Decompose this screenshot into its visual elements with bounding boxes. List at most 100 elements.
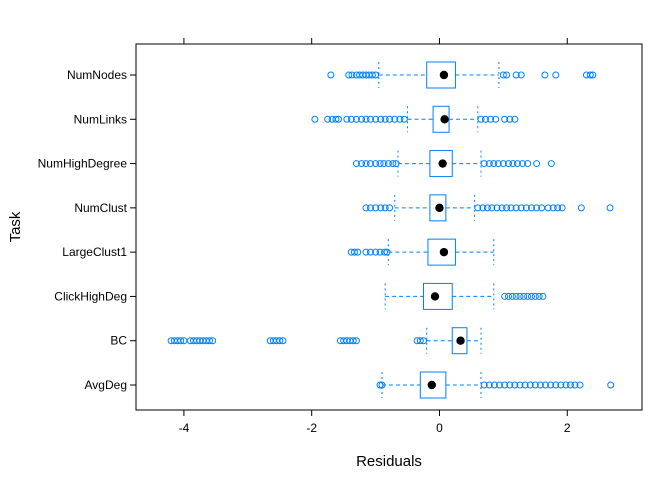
outlier-point [527,292,535,300]
outlier-point [416,337,424,345]
outlier-point [513,160,521,168]
outlier-point [335,115,343,123]
box-iqr [427,238,456,266]
outlier-point [562,381,570,389]
outlier-point [362,115,370,123]
box-iqr [423,282,453,310]
outlier-point [324,115,332,123]
outlier-point [501,115,509,123]
top-axis-ticks [183,38,568,44]
outlier-point [506,115,514,123]
outlier-point [383,248,391,256]
outlier-point [606,204,614,212]
outlier-point [366,204,374,212]
y-tick-label: BC [110,334,127,348]
outlier-point [381,204,389,212]
median-dot [456,336,465,345]
outlier-point [372,115,380,123]
y-tick-label: LargeClust1 [62,245,127,259]
median-dot [435,203,444,213]
outlier-point [508,292,516,300]
outlier-point [499,71,507,79]
outlier-point [389,160,397,168]
outlier-point [494,160,502,168]
outlier-point [381,248,389,256]
outlier-point [516,381,524,389]
outlier-point [377,204,385,212]
box-series [167,61,615,399]
x-axis: -4 -2 0 2 [179,410,571,435]
outlier-point [477,115,485,123]
outlier-point [352,115,360,123]
outlier-point [279,337,287,345]
outlier-point [343,115,351,123]
outlier-point [547,381,555,389]
outlier-point [496,381,504,389]
outlier-point [400,115,408,123]
outlier-point [345,71,353,79]
x-tick-label: -4 [179,421,190,435]
median-dot [439,247,449,257]
outlier-point [276,337,284,345]
outlier-point [485,381,493,389]
outlier-point [366,160,374,168]
outlier-point [492,115,500,123]
outlier-point [501,292,509,300]
outlier-point [558,204,566,212]
outlier-point [490,160,498,168]
outlier-point [474,204,482,212]
outlier-point [552,71,560,79]
x-tick-label: 2 [564,421,571,435]
outlier-point [205,337,213,345]
outlier-point [506,381,514,389]
outlier-point [535,292,543,300]
outlier-point [378,381,386,389]
outlier-point [391,115,399,123]
outlier-point [384,160,392,168]
box-iqr [429,194,447,222]
outlier-point [586,71,594,79]
median-dot [438,159,447,168]
y-axis-title: Task [7,211,24,242]
outlier-point [571,381,579,389]
outlier-point [509,160,517,168]
outlier-point [479,204,487,212]
outlier-point [512,204,520,212]
outlier-point [501,381,509,389]
outlier-point [524,160,532,168]
outlier-point [372,248,380,256]
outlier-point [511,115,519,123]
box-iqr [419,371,447,399]
box-numclust [362,194,614,222]
outlier-point [517,71,525,79]
median-dot [440,115,449,124]
y-axis: NumNodes NumLinks NumHighDegree NumClust Lar… [38,68,136,392]
outlier-point [366,115,374,123]
outlier-point [348,71,356,79]
plot-frame [135,43,643,411]
x-tick-label: 0 [436,421,443,435]
outlier-point [362,204,370,212]
x-tick-label: -2 [306,421,317,435]
outlier-point [524,292,532,300]
outlier-point [376,248,384,256]
outlier-point [490,381,498,389]
outlier-point [552,381,560,389]
box-clickhighdeg [384,282,547,310]
outlier-point [498,204,506,212]
outlier-point [358,160,366,168]
median-dot [439,70,449,80]
outlier-point [481,115,489,123]
outlier-point [376,381,384,389]
outlier-point [380,160,388,168]
outlier-point [351,248,358,256]
outlier-point [542,381,550,389]
outlier-point [332,115,340,123]
box-iqr [451,327,468,355]
outlier-point [517,204,525,212]
outlier-point [520,292,528,300]
outlier-point [531,292,539,300]
outlier-point [352,337,360,345]
outlier-point [349,337,357,345]
